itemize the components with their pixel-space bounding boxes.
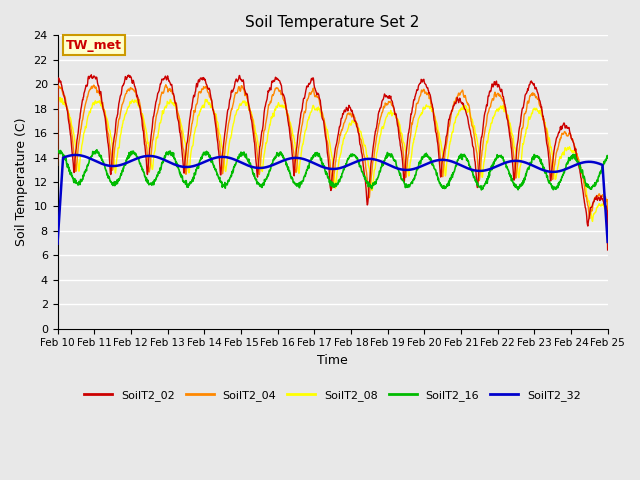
- SoilT2_04: [604, 240, 611, 246]
- SoilT2_02: [367, 161, 375, 167]
- SoilT2_04: [97, 92, 104, 98]
- SoilT2_08: [604, 245, 611, 251]
- SoilT2_32: [54, 241, 61, 247]
- SoilT2_02: [299, 101, 307, 107]
- Line: SoilT2_04: SoilT2_04: [58, 84, 607, 243]
- SoilT2_04: [54, 162, 61, 168]
- SoilT2_08: [308, 105, 316, 110]
- SoilT2_16: [308, 155, 316, 161]
- SoilT2_02: [604, 247, 611, 253]
- Y-axis label: Soil Temperature (C): Soil Temperature (C): [15, 118, 28, 246]
- SoilT2_16: [287, 176, 295, 181]
- SoilT2_16: [477, 187, 485, 193]
- SoilT2_16: [299, 178, 307, 184]
- SoilT2_32: [72, 152, 80, 158]
- SoilT2_02: [308, 76, 316, 82]
- SoilT2_32: [299, 156, 307, 162]
- SoilT2_04: [54, 82, 61, 87]
- Line: SoilT2_02: SoilT2_02: [58, 75, 607, 250]
- SoilT2_08: [56, 95, 64, 100]
- SoilT2_02: [88, 72, 95, 78]
- SoilT2_02: [97, 88, 104, 94]
- SoilT2_08: [119, 120, 127, 126]
- SoilT2_08: [367, 178, 375, 184]
- SoilT2_16: [604, 155, 611, 161]
- Line: SoilT2_32: SoilT2_32: [58, 155, 607, 244]
- Text: TW_met: TW_met: [66, 38, 122, 51]
- SoilT2_16: [93, 147, 101, 153]
- Line: SoilT2_16: SoilT2_16: [58, 150, 607, 190]
- SoilT2_02: [54, 158, 61, 164]
- SoilT2_08: [287, 124, 295, 130]
- SoilT2_16: [97, 154, 104, 160]
- SoilT2_32: [97, 160, 104, 166]
- SoilT2_08: [54, 173, 61, 179]
- SoilT2_16: [367, 183, 375, 189]
- SoilT2_04: [119, 100, 127, 106]
- X-axis label: Time: Time: [317, 354, 348, 367]
- SoilT2_02: [119, 83, 127, 88]
- Legend: SoilT2_02, SoilT2_04, SoilT2_08, SoilT2_16, SoilT2_32: SoilT2_02, SoilT2_04, SoilT2_08, SoilT2_…: [80, 385, 585, 405]
- SoilT2_16: [54, 147, 61, 153]
- SoilT2_08: [299, 141, 307, 147]
- SoilT2_02: [287, 141, 295, 147]
- SoilT2_04: [367, 178, 375, 183]
- SoilT2_16: [119, 168, 127, 174]
- SoilT2_32: [119, 161, 127, 167]
- Line: SoilT2_08: SoilT2_08: [58, 97, 607, 248]
- SoilT2_32: [287, 156, 295, 161]
- SoilT2_32: [367, 156, 375, 162]
- SoilT2_32: [604, 239, 611, 245]
- SoilT2_04: [299, 119, 307, 125]
- SoilT2_08: [97, 101, 104, 107]
- SoilT2_04: [308, 87, 316, 93]
- Title: Soil Temperature Set 2: Soil Temperature Set 2: [245, 15, 420, 30]
- SoilT2_04: [287, 132, 295, 138]
- SoilT2_32: [308, 160, 316, 166]
